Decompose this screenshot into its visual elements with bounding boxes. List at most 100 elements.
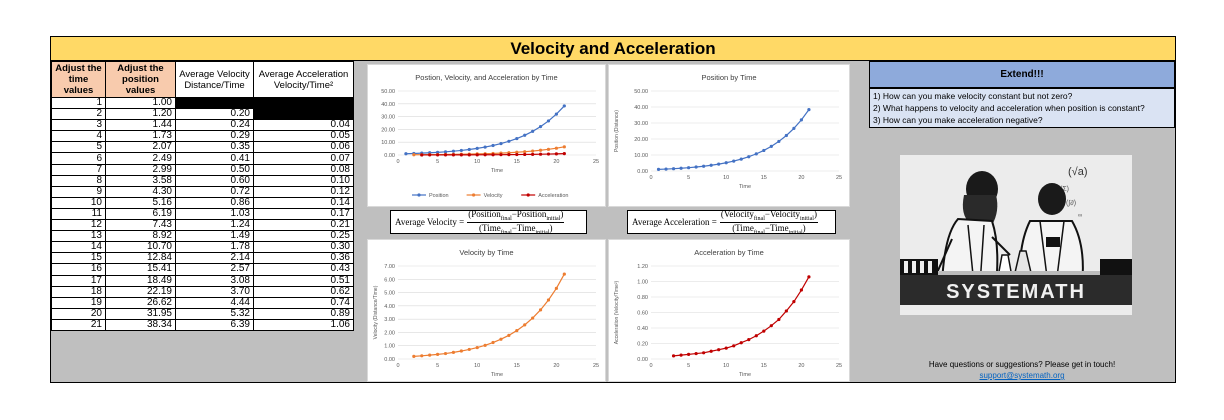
chart-panel-position[interactable]: Position by Time 0.00 10.00 20.00 30.00 40.0… bbox=[608, 64, 850, 207]
data-point bbox=[754, 152, 758, 156]
time-cell[interactable]: 17 bbox=[51, 274, 106, 287]
data-point bbox=[807, 108, 811, 112]
table-row: 1 1.00 bbox=[51, 96, 354, 110]
acceleration-cell: 0.12 bbox=[253, 185, 354, 198]
data-point bbox=[523, 152, 527, 157]
position-cell[interactable]: 18.49 bbox=[105, 274, 176, 287]
data-point bbox=[404, 152, 408, 156]
data-point bbox=[523, 150, 527, 154]
position-cell[interactable]: 1.44 bbox=[105, 119, 176, 132]
time-cell[interactable]: 20 bbox=[51, 307, 106, 320]
position-cell[interactable]: 1.00 bbox=[105, 96, 176, 110]
position-cell[interactable]: 3.58 bbox=[105, 174, 176, 187]
time-cell[interactable]: 7 bbox=[51, 163, 106, 176]
data-point bbox=[546, 152, 551, 156]
position-cell[interactable]: 4.30 bbox=[105, 185, 176, 198]
position-cell[interactable]: 6.19 bbox=[105, 207, 176, 221]
position-cell[interactable]: 26.62 bbox=[105, 296, 176, 309]
y-tick-label: 0.00 bbox=[384, 357, 395, 363]
x-axis-label: Time bbox=[739, 184, 751, 190]
y-tick-label: 20.00 bbox=[381, 127, 395, 133]
contact-email-link[interactable]: support@systemath.org bbox=[979, 371, 1065, 380]
position-cell[interactable]: 7.43 bbox=[105, 219, 176, 232]
time-cell[interactable]: 4 bbox=[51, 130, 106, 143]
acceleration-cell: 0.74 bbox=[253, 296, 354, 309]
velocity-cell: 4.44 bbox=[175, 296, 254, 309]
time-cell[interactable]: 10 bbox=[51, 196, 106, 209]
svg-text:(Σ): (Σ) bbox=[1060, 186, 1069, 193]
data-point bbox=[451, 153, 456, 157]
acceleration-cell: 0.10 bbox=[253, 174, 354, 187]
position-cell[interactable]: 8.92 bbox=[105, 230, 176, 243]
velocity-cell: 0.24 bbox=[175, 119, 254, 132]
data-point bbox=[523, 133, 527, 137]
time-cell[interactable]: 18 bbox=[51, 285, 106, 298]
combined-chart: 0.00 10.00 20.00 30.00 40.00 50.00 0 5 10 15 20 25 T… bbox=[381, 89, 599, 199]
position-cell[interactable]: 12.84 bbox=[105, 252, 176, 265]
time-cell[interactable]: 15 bbox=[51, 252, 106, 265]
position-cell[interactable]: 5.16 bbox=[105, 196, 176, 209]
time-cell[interactable]: 19 bbox=[51, 296, 106, 309]
velocity-cell: 0.20 bbox=[175, 108, 254, 121]
data-point bbox=[687, 166, 691, 170]
time-cell[interactable]: 16 bbox=[51, 263, 106, 276]
time-cell[interactable]: 11 bbox=[51, 207, 106, 221]
time-cell[interactable]: 14 bbox=[51, 241, 106, 254]
formula-text: ) bbox=[560, 208, 564, 219]
y-tick-label: 0.60 bbox=[637, 311, 648, 317]
chart-title: Position by Time bbox=[701, 73, 757, 82]
legend-marker bbox=[526, 193, 530, 197]
time-cell[interactable]: 5 bbox=[51, 141, 106, 154]
time-cell[interactable]: 9 bbox=[51, 185, 106, 198]
acceleration-cell bbox=[253, 96, 354, 110]
position-cell[interactable]: 22.19 bbox=[105, 285, 176, 298]
contact-section: Have questions or suggestions? Please ge… bbox=[869, 359, 1175, 381]
x-tick-label: 20 bbox=[553, 159, 559, 165]
position-cell[interactable]: 10.70 bbox=[105, 241, 176, 254]
position-cell[interactable]: 1.20 bbox=[105, 108, 176, 121]
acceleration-cell: 0.08 bbox=[253, 163, 354, 176]
time-cell[interactable]: 13 bbox=[51, 230, 106, 243]
data-point bbox=[754, 334, 758, 338]
time-cell[interactable]: 3 bbox=[51, 119, 106, 132]
data-point bbox=[491, 340, 495, 345]
time-cell[interactable]: 21 bbox=[51, 318, 106, 331]
data-point bbox=[459, 349, 463, 353]
position-chart: 0.00 10.00 20.00 30.00 40.00 50.00 0 5 10 15 20 25 T… bbox=[614, 89, 842, 190]
data-point bbox=[546, 147, 551, 151]
data-point bbox=[531, 152, 535, 156]
table-row: 3 1.44 0.24 0.04 bbox=[51, 119, 354, 132]
time-cell[interactable]: 8 bbox=[51, 174, 106, 187]
time-cell[interactable]: 6 bbox=[51, 152, 106, 165]
time-cell[interactable]: 1 bbox=[51, 96, 106, 110]
data-point bbox=[436, 150, 440, 154]
chart-panel-combined[interactable]: Postion, Velocity, and Acceleration by T… bbox=[367, 64, 606, 207]
position-cell[interactable]: 15.41 bbox=[105, 263, 176, 276]
sheet-title: Velocity and Acceleration bbox=[51, 37, 1175, 61]
position-cell[interactable]: 2.07 bbox=[105, 141, 176, 154]
data-point bbox=[747, 338, 751, 342]
data-point bbox=[562, 272, 566, 276]
position-cell[interactable]: 31.95 bbox=[105, 307, 176, 320]
data-point bbox=[554, 152, 558, 156]
table-row: 5 2.07 0.35 0.06 bbox=[51, 141, 354, 154]
chart-panel-acceleration[interactable]: Acceleration by Time 0.00 0.20 0.40 0.60 0.8… bbox=[608, 239, 850, 382]
data-point bbox=[792, 300, 796, 304]
time-cell[interactable]: 2 bbox=[51, 108, 106, 121]
y-tick-label: 0.00 bbox=[384, 153, 395, 159]
data-point bbox=[459, 153, 463, 157]
data-point bbox=[546, 119, 551, 123]
position-cell[interactable]: 1.73 bbox=[105, 130, 176, 143]
data-point bbox=[507, 153, 511, 157]
question: 3) How can you make acceleration negativ… bbox=[873, 115, 1043, 125]
position-cell[interactable]: 2.99 bbox=[105, 163, 176, 176]
data-point bbox=[491, 153, 495, 157]
x-tick-label: 0 bbox=[649, 175, 652, 181]
y-tick-label: 3.00 bbox=[384, 317, 395, 323]
header-acceleration: Average Acceleration Velocity/Time² bbox=[253, 61, 354, 98]
position-cell[interactable]: 38.34 bbox=[105, 318, 176, 331]
chart-panel-velocity[interactable]: Velocity by Time 0.00 1.00 2.00 3.00 4.00 5.0… bbox=[367, 239, 606, 382]
time-cell[interactable]: 12 bbox=[51, 219, 106, 232]
table-row: 20 31.95 5.32 0.89 bbox=[51, 307, 354, 320]
position-cell[interactable]: 2.49 bbox=[105, 152, 176, 165]
